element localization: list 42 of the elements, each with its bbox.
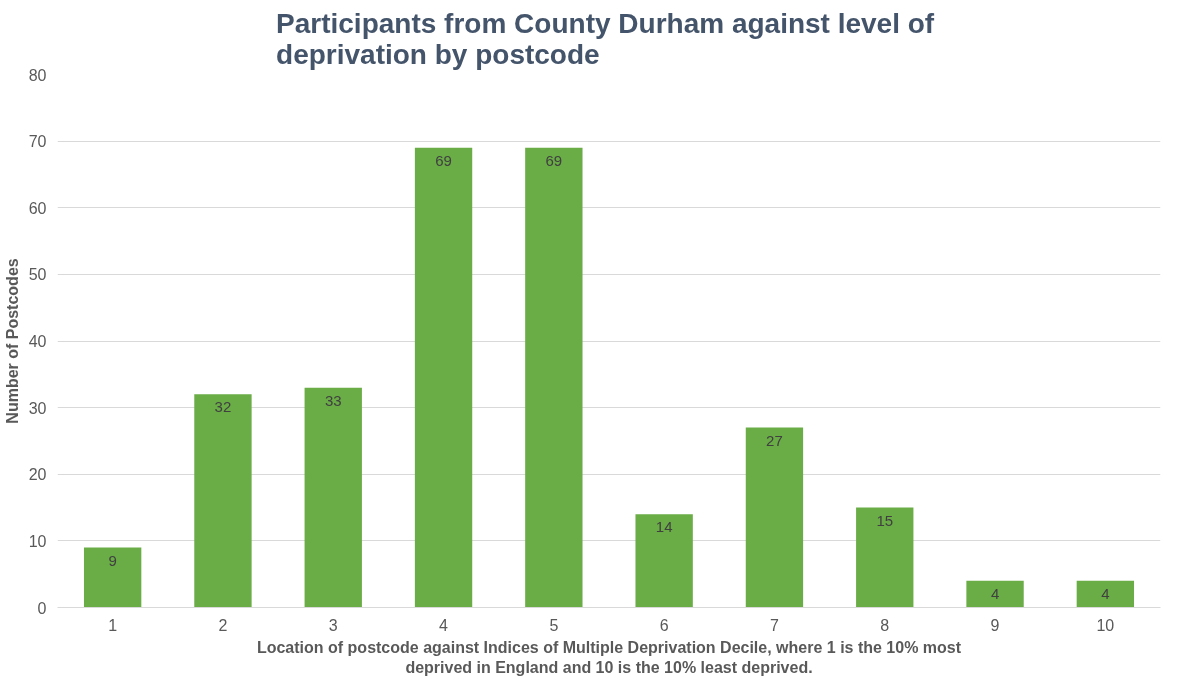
x-tick-label: 1	[108, 616, 118, 634]
data-label: 69	[435, 151, 452, 169]
data-label: 33	[324, 391, 342, 409]
x-tick-label: 2	[218, 616, 228, 634]
data-label: 27	[766, 431, 783, 449]
y-tick-label: 70	[28, 133, 47, 151]
bar	[745, 427, 804, 608]
bar	[856, 507, 914, 608]
data-label: 32	[214, 398, 232, 416]
x-axis-title: Location of postcode against Indices of Multiple Deprivation Decile, where 1 is the 10% most deprived in England and 10 is the 10% least deprived.	[256, 638, 962, 676]
x-tick-label: 3	[328, 616, 338, 634]
data-label: 15	[876, 511, 894, 529]
y-tick-label: 60	[28, 199, 47, 217]
chart-title: Participants from County Durham against level of deprivation by postcode	[276, 7, 935, 70]
bar	[194, 394, 252, 608]
bar	[966, 580, 1024, 608]
y-tick-label: 50	[28, 266, 47, 284]
bar	[83, 547, 142, 608]
x-tick-label: 9	[990, 616, 1000, 634]
bar	[525, 147, 583, 608]
data-label: 9	[108, 551, 117, 569]
data-label: 4	[990, 584, 1000, 602]
y-tick-label: 20	[28, 466, 47, 484]
x-tick-label: 7	[770, 616, 779, 634]
bar	[1076, 580, 1135, 608]
data-label: 14	[655, 518, 673, 536]
bar	[635, 514, 693, 608]
y-tick-label: 0	[37, 599, 47, 617]
x-tick-label: 8	[880, 616, 890, 634]
x-tick-label: 5	[549, 616, 559, 634]
bar	[304, 387, 362, 608]
x-tick-label: 6	[659, 616, 669, 634]
y-tick-label: 30	[28, 399, 47, 417]
y-tick-label: 40	[28, 333, 47, 350]
y-tick-label: 10	[28, 532, 47, 550]
bar	[414, 147, 473, 608]
y-axis-title: Number of Postcodes	[3, 258, 21, 424]
data-label: 69	[545, 151, 563, 169]
data-label: 4	[1101, 584, 1110, 602]
x-tick-label: 4	[439, 616, 449, 634]
y-tick-label: 80	[28, 66, 47, 84]
x-tick-label: 10	[1096, 616, 1115, 634]
